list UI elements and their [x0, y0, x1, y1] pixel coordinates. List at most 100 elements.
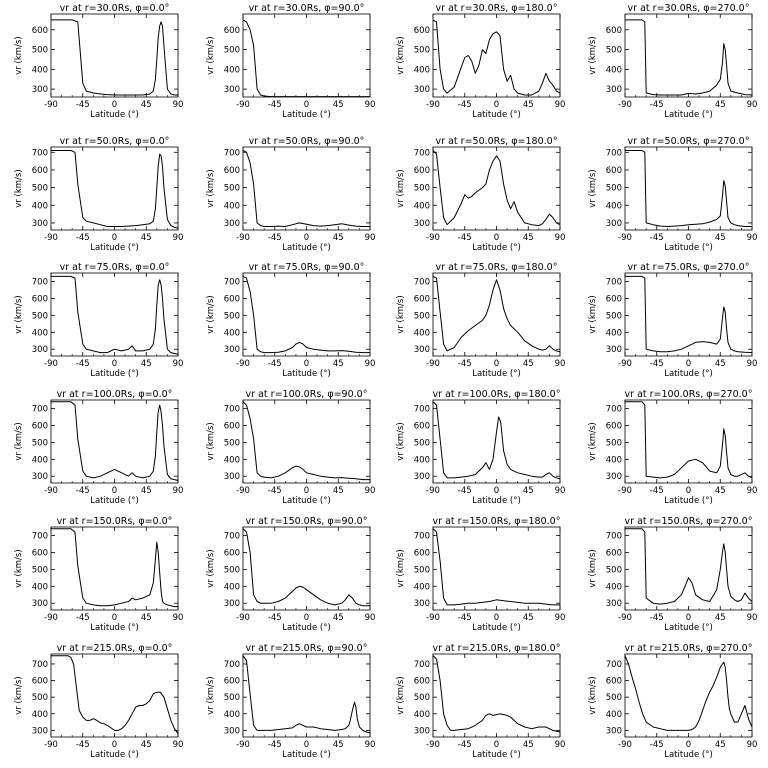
x-axis-label: Latitude (°) — [664, 110, 713, 120]
y-tick-label: 500 — [32, 693, 48, 703]
x-axis-label: Latitude (°) — [472, 496, 521, 506]
x-tick-label: -90 — [618, 740, 632, 750]
y-tick-label: 500 — [224, 46, 240, 56]
x-tick-label: 90 — [747, 359, 758, 369]
x-tick-label: -45 — [458, 359, 472, 369]
y-tick-label: 400 — [32, 582, 48, 592]
y-tick-label: 500 — [224, 311, 240, 321]
x-tick-label: 45 — [333, 740, 344, 750]
series-line — [51, 150, 179, 229]
series-line — [51, 275, 179, 355]
x-tick-label: 0 — [112, 740, 117, 750]
panel-7: vr at r=50.0Rs, φ=180.0° -90 -45 0 45 90 300 40… — [396, 136, 565, 253]
plot-frame — [432, 526, 561, 611]
panel-title: vr at r=50.0Rs, φ=180.0° — [436, 136, 558, 147]
y-tick-label: 600 — [606, 26, 622, 36]
x-tick-label: 45 — [333, 613, 344, 623]
x-tick-label: 90 — [555, 740, 566, 750]
panel-14: vr at r=100.0Rs, φ=90.0° -90 -45 0 45 90 300 40… — [206, 389, 375, 506]
x-tick-label: 90 — [173, 100, 184, 110]
y-axis-label: vr (km/s) — [396, 549, 406, 587]
y-tick-label: 600 — [224, 421, 240, 431]
y-axis-label: vr (km/s) — [206, 169, 216, 207]
y-tick-label: 700 — [224, 148, 240, 158]
x-axis-label: Latitude (°) — [472, 243, 521, 253]
x-tick-label: -45 — [268, 486, 282, 496]
y-tick-label: 600 — [606, 294, 622, 304]
plot-frame — [624, 13, 753, 98]
panel-8: vr at r=50.0Rs, φ=270.0° -90 -45 0 45 90 300 40… — [588, 136, 757, 253]
x-axis-label: Latitude (°) — [472, 623, 521, 633]
panel-title: vr at r=150.0Rs, φ=180.0° — [433, 516, 561, 527]
plot-frame — [432, 13, 561, 98]
x-tick-label: -90 — [44, 486, 58, 496]
panel-title: vr at r=75.0Rs, φ=90.0° — [249, 262, 365, 273]
panel-title: vr at r=30.0Rs, φ=90.0° — [249, 3, 365, 14]
x-tick-label: 0 — [686, 740, 691, 750]
y-tick-label: 300 — [606, 599, 622, 609]
y-tick-label: 500 — [606, 693, 622, 703]
y-tick-label: 700 — [224, 277, 240, 287]
y-tick-label: 600 — [32, 166, 48, 176]
y-tick-label: 300 — [32, 599, 48, 609]
x-tick-label: 0 — [494, 233, 499, 243]
y-tick-label: 700 — [32, 404, 48, 414]
y-tick-label: 400 — [224, 201, 240, 211]
x-tick-label: 45 — [141, 233, 152, 243]
y-tick-label: 500 — [606, 438, 622, 448]
x-tick-label: -90 — [44, 100, 58, 110]
panel-10: vr at r=75.0Rs, φ=90.0° -90 -45 0 45 90 300 400… — [206, 262, 375, 379]
y-axis-label: vr (km/s) — [14, 295, 24, 333]
x-tick-label: 45 — [715, 100, 726, 110]
y-tick-label: 600 — [414, 26, 430, 36]
x-tick-label: -90 — [618, 100, 632, 110]
y-tick-label: 500 — [224, 693, 240, 703]
panel-title: vr at r=75.0Rs, φ=180.0° — [436, 262, 558, 273]
y-tick-label: 400 — [32, 201, 48, 211]
y-tick-label: 400 — [224, 710, 240, 720]
y-tick-label: 500 — [414, 693, 430, 703]
y-tick-label: 400 — [414, 455, 430, 465]
y-tick-label: 300 — [224, 219, 240, 229]
x-tick-label: -90 — [426, 100, 440, 110]
x-tick-label: -45 — [76, 359, 90, 369]
series-line — [242, 655, 371, 734]
y-tick-label: 700 — [414, 404, 430, 414]
y-axis-label: vr (km/s) — [206, 549, 216, 587]
x-tick-label: 45 — [715, 359, 726, 369]
x-tick-label: -45 — [76, 100, 90, 110]
y-tick-label: 700 — [606, 531, 622, 541]
y-tick-label: 500 — [224, 565, 240, 575]
series-line — [432, 19, 561, 96]
series-line — [625, 275, 753, 354]
y-tick-label: 300 — [414, 85, 430, 95]
x-tick-label: 0 — [304, 359, 309, 369]
panel-24: vr at r=215.0Rs, φ=270.0° -90 -45 0 45 90 300 4… — [588, 643, 757, 760]
x-tick-label: 90 — [173, 233, 184, 243]
y-tick-label: 700 — [32, 660, 48, 670]
x-tick-label: -45 — [458, 100, 472, 110]
x-tick-label: 0 — [112, 613, 117, 623]
y-tick-label: 500 — [224, 184, 240, 194]
y-axis-label: vr (km/s) — [396, 36, 406, 74]
panel-title: vr at r=100.0Rs, φ=270.0° — [625, 389, 753, 400]
y-tick-label: 700 — [606, 404, 622, 414]
x-axis-label: Latitude (°) — [282, 750, 331, 760]
series-line — [51, 401, 179, 481]
panel-5: vr at r=50.0Rs, φ=0.0° -90 -45 0 45 90 300 400 5… — [14, 136, 183, 253]
panel-3: vr at r=30.0Rs, φ=180.0° -90 -45 0 45 90 300 40… — [396, 3, 565, 120]
series-line — [432, 401, 561, 480]
panel-6: vr at r=50.0Rs, φ=90.0° -90 -45 0 45 90 300 400… — [206, 136, 375, 253]
series-line — [242, 401, 370, 481]
series-line — [242, 528, 370, 607]
y-axis-label: vr (km/s) — [206, 36, 216, 74]
x-tick-label: -45 — [458, 486, 472, 496]
x-tick-label: -45 — [268, 740, 282, 750]
y-tick-label: 400 — [414, 65, 430, 75]
x-axis-label: Latitude (°) — [90, 750, 139, 760]
y-tick-label: 400 — [414, 710, 430, 720]
x-axis-label: Latitude (°) — [664, 623, 713, 633]
x-tick-label: -45 — [650, 740, 664, 750]
y-tick-label: 400 — [224, 582, 240, 592]
